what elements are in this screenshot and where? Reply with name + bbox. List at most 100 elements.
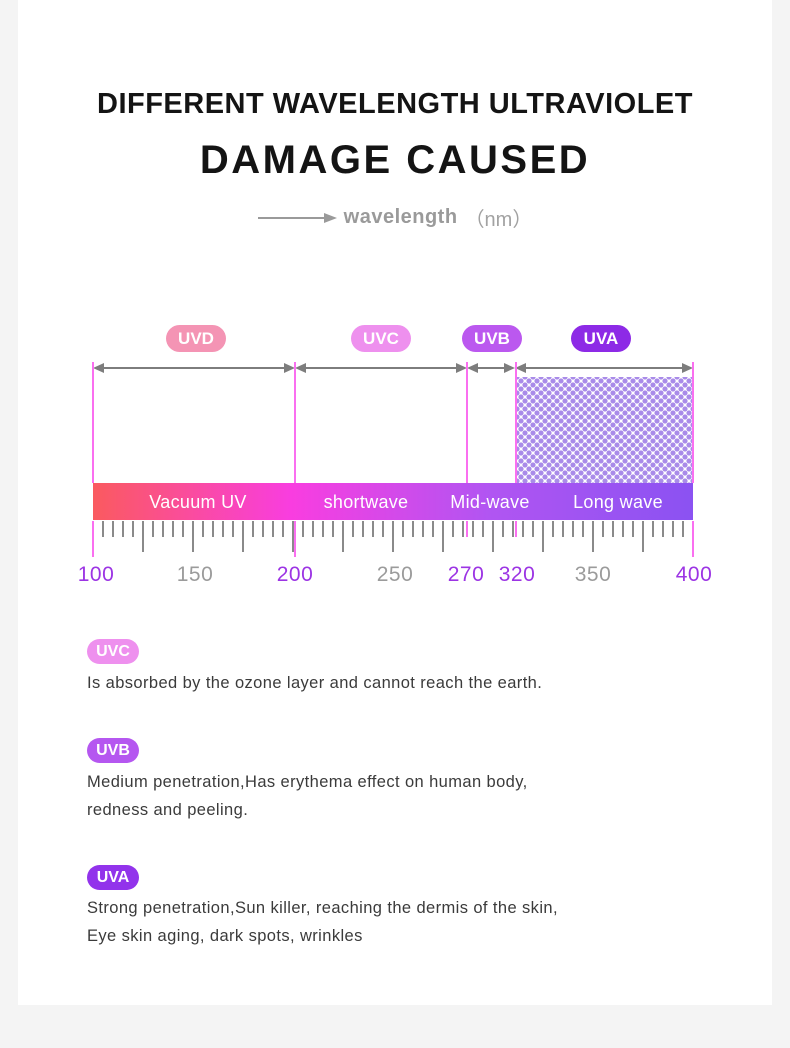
ruler-tick <box>662 521 664 537</box>
ruler-tick <box>672 521 674 537</box>
ruler-tick <box>592 521 594 552</box>
ruler-tick <box>322 521 324 537</box>
bar-label-vacuum-uv: Vacuum UV <box>149 492 247 512</box>
scale-number-150: 150 <box>176 563 214 586</box>
ruler-tick-200 <box>294 521 296 557</box>
bar-label-shortwave: shortwave <box>323 492 409 512</box>
ruler-tick <box>372 521 374 537</box>
ruler-tick <box>632 521 634 537</box>
uva-section-text-line1: Strong penetration,Sun killer, reaching … <box>87 899 558 917</box>
guide-line-200 <box>294 362 296 483</box>
ruler-tick <box>212 521 214 537</box>
ruler-tick <box>602 521 604 537</box>
guide-line-100 <box>92 362 94 483</box>
ruler-tick <box>162 521 164 537</box>
wavelength-axis-caption: wavelength （nm） <box>0 203 790 232</box>
ruler-tick <box>272 521 274 537</box>
wavelength-label: wavelength <box>343 206 458 228</box>
scale-number-400: 400 <box>675 563 713 586</box>
ruler-tick <box>622 521 624 537</box>
ruler-tick <box>342 521 344 552</box>
uvc-range-arrow <box>295 362 467 374</box>
ruler-tick <box>492 521 494 552</box>
ruler-tick <box>382 521 384 537</box>
uvc-section-text-line1: Is absorbed by the ozone layer and canno… <box>87 674 543 692</box>
ruler-tick <box>172 521 174 537</box>
ruler-tick <box>202 521 204 537</box>
scale-number-350: 350 <box>574 563 612 586</box>
uvb-section-text-line2: redness and peeling. <box>87 801 249 819</box>
ruler-tick-270 <box>466 521 468 537</box>
uva-dot-pattern <box>517 377 692 483</box>
ruler-tick <box>362 521 364 537</box>
wavelength-unit: （nm） <box>464 209 533 231</box>
uva-section-badge: UVA <box>87 865 139 890</box>
right-arrow-icon <box>257 212 337 223</box>
scale-number-270: 270 <box>447 563 485 586</box>
spectrum-bar <box>93 483 693 520</box>
guide-line-270 <box>466 362 468 483</box>
scale-number-200: 200 <box>276 563 314 586</box>
bar-label-mid-wave: Mid-wave <box>450 492 530 512</box>
ruler-tick <box>122 521 124 537</box>
ruler-tick <box>612 521 614 537</box>
uva-range-arrow <box>515 362 693 374</box>
ruler-tick <box>292 521 294 552</box>
ruler-tick <box>422 521 424 537</box>
page-title-line2: DAMAGE CAUSED <box>199 138 591 182</box>
uvb-range-arrow <box>467 362 515 374</box>
scale-number-250: 250 <box>376 563 414 586</box>
ruler-tick <box>462 521 464 537</box>
ruler-tick-320 <box>515 521 517 537</box>
uvb-section-badge: UVB <box>87 738 139 763</box>
ruler-tick <box>452 521 454 537</box>
uvb-band-badge: UVB <box>462 325 522 352</box>
ruler-tick <box>542 521 544 552</box>
ruler-tick <box>242 521 244 552</box>
uvc-section-badge: UVC <box>87 639 139 664</box>
bar-label-long-wave: Long wave <box>573 492 663 512</box>
ruler-tick <box>412 521 414 537</box>
ruler-tick <box>142 521 144 552</box>
guide-line-320 <box>515 362 517 483</box>
ruler-tick <box>282 521 284 537</box>
ruler-tick <box>102 521 104 537</box>
uvd-range-arrow <box>93 362 295 374</box>
uvb-section-text-line1: Medium penetration,Has erythema effect o… <box>87 773 528 791</box>
ruler-tick <box>232 521 234 537</box>
ruler-tick <box>182 521 184 537</box>
ruler-tick <box>582 521 584 537</box>
ruler-tick <box>332 521 334 537</box>
ruler-tick <box>652 521 654 537</box>
ruler-tick-100 <box>92 521 94 557</box>
ruler-tick <box>222 521 224 537</box>
ruler-tick <box>502 521 504 537</box>
ruler-tick <box>402 521 404 537</box>
ruler-tick <box>302 521 304 537</box>
scale-number-320: 320 <box>498 563 536 586</box>
uva-band-badge: UVA <box>571 325 631 352</box>
ruler-tick <box>112 521 114 537</box>
ruler-tick-400 <box>692 521 694 557</box>
uvd-band-badge: UVD <box>166 325 226 352</box>
ruler-tick <box>252 521 254 537</box>
ruler-tick <box>192 521 194 552</box>
ruler-tick <box>442 521 444 552</box>
guide-line-400 <box>692 362 694 483</box>
ruler-tick <box>532 521 534 537</box>
page-title-line1: DIFFERENT WAVELENGTH ULTRAVIOLET <box>97 88 693 120</box>
ruler-tick <box>352 521 354 537</box>
ruler-tick <box>552 521 554 537</box>
ruler-tick <box>132 521 134 537</box>
uvc-band-badge: UVC <box>351 325 411 352</box>
scale-number-100: 100 <box>77 563 115 586</box>
ruler-tick <box>522 521 524 537</box>
ruler-tick <box>392 521 394 552</box>
ruler-tick <box>472 521 474 537</box>
ruler-tick <box>682 521 684 537</box>
ruler-tick <box>562 521 564 537</box>
ruler-tick <box>432 521 434 537</box>
uva-section-text-line2: Eye skin aging, dark spots, wrinkles <box>87 927 363 945</box>
ruler-tick <box>312 521 314 537</box>
